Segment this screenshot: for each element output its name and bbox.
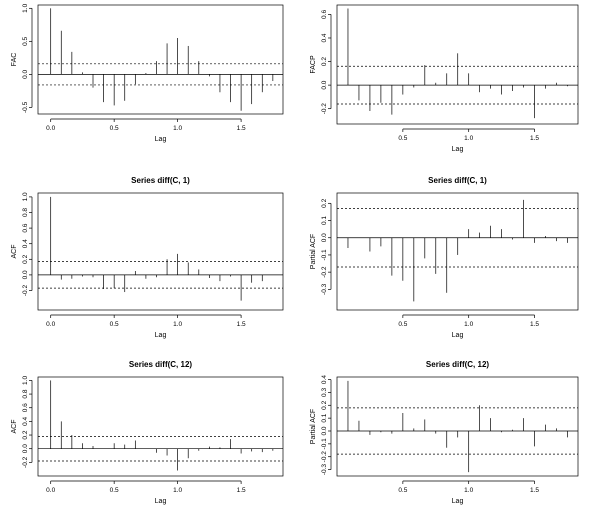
x-tick-label: 0.5: [110, 487, 119, 494]
x-tick-label: 0.0: [46, 487, 55, 494]
panel-1: -0.5 0.0 0.5 1.0 FAC 0.0 0.5 1.0 1.5 Lag: [11, 3, 284, 143]
x-tick-label: 1.0: [464, 321, 473, 328]
panel-3: Series diff(C, 1) -0.2 0.0 0.2 0.4 0.6 0.8 1.0 A…: [11, 176, 284, 339]
x-tick-label: 0.5: [398, 321, 407, 328]
y-tick-label: 0.8: [22, 389, 29, 398]
x-tick-label: 1.0: [173, 321, 182, 328]
chart-title: Series diff(C, 1): [131, 176, 190, 185]
x-tick-label: 0.5: [398, 487, 407, 494]
panel-6: Series diff(C, 12) -0.3-0.2-0.1 0.0 0.1 0.2 0…: [310, 360, 579, 505]
y-tick-label: -0.2: [22, 456, 29, 468]
x-tick-label: 1.0: [464, 487, 473, 494]
y-axis-label: FAC: [11, 53, 18, 67]
y-axis-label: ACF: [11, 245, 18, 259]
x-tick-label: 1.5: [237, 125, 246, 132]
plot-frame: [37, 192, 284, 311]
x-tick-label: 0.5: [110, 321, 119, 328]
y-tick-label: 0.6: [321, 10, 328, 19]
x-axis-label: Lag: [452, 498, 464, 505]
y-tick-label: 0.3: [321, 388, 328, 397]
y-axis-label: Partial ACF: [310, 234, 317, 269]
y-tick-label: 0.1: [321, 413, 328, 422]
plot-frame: [37, 4, 284, 115]
x-axis-label: Lag: [155, 136, 167, 143]
y-tick-label: -0.1: [321, 438, 328, 450]
panel-5: Series diff(C, 12) -0.2 0.0 0.2 0.4 0.6 0.8 1.0…: [11, 360, 284, 505]
plot-frame: [336, 192, 579, 311]
y-tick-label: -0.3: [321, 464, 328, 476]
y-tick-label: 1.0: [22, 192, 29, 201]
y-tick-label: -0.2: [321, 103, 328, 115]
x-tick-label: 0.0: [46, 321, 55, 328]
y-axis-label: FACP: [310, 55, 317, 74]
y-axis-label: ACF: [11, 420, 18, 434]
x-tick-label: 1.5: [237, 487, 246, 494]
y-tick-label: 0.8: [22, 208, 29, 217]
plot-frame: [336, 4, 579, 125]
y-tick-label: 0.6: [22, 223, 29, 232]
y-tick-label: 0.0: [321, 233, 328, 242]
y-tick-label: 0.2: [321, 57, 328, 66]
x-tick-label: 1.5: [530, 135, 539, 142]
y-tick-label: 0.4: [321, 375, 328, 384]
y-tick-label: 0.1: [321, 216, 328, 225]
y-tick-label: 1.0: [22, 376, 29, 385]
x-tick-label: 1.5: [237, 321, 246, 328]
y-tick-label: -0.5: [22, 101, 29, 113]
y-tick-label: 0.0: [22, 444, 29, 453]
y-tick-label: -0.2: [321, 266, 328, 278]
x-tick-label: 0.0: [46, 125, 55, 132]
x-tick-label: 1.5: [530, 487, 539, 494]
y-tick-label: 0.0: [321, 426, 328, 435]
plot-frame: [37, 376, 284, 477]
y-tick-label: 1.0: [22, 3, 29, 12]
y-tick-label: 0.0: [22, 270, 29, 279]
plot-frame: [336, 376, 579, 477]
y-tick-label: 0.4: [22, 239, 29, 248]
panel-2: -0.2 0.0 0.2 0.4 0.6 FACP 0.5 1.0 1.5 Lag: [310, 4, 579, 153]
y-axis-label: Partial ACF: [310, 409, 317, 444]
y-tick-label: -0.1: [321, 249, 328, 261]
y-tick-label: 0.4: [321, 33, 328, 42]
y-tick-label: -0.3: [321, 283, 328, 295]
y-tick-label: 0.2: [321, 400, 328, 409]
y-tick-label: 0.4: [22, 416, 29, 425]
y-tick-label: 0.2: [321, 198, 328, 207]
panel-4: Series diff(C, 1) -0.3 -0.2 -0.1 0.0 0.1 0.2 Pa…: [310, 176, 579, 339]
y-tick-label: 0.6: [22, 403, 29, 412]
x-axis-label: Lag: [452, 146, 464, 153]
x-axis-label: Lag: [155, 498, 167, 505]
x-axis-label: Lag: [452, 332, 464, 339]
x-tick-label: 1.5: [530, 321, 539, 328]
y-tick-label: -0.2: [22, 285, 29, 297]
x-tick-label: 1.0: [173, 487, 182, 494]
y-tick-label: 0.5: [22, 36, 29, 45]
x-tick-label: 1.0: [173, 125, 182, 132]
x-tick-label: 0.5: [110, 125, 119, 132]
x-tick-label: 0.5: [398, 135, 407, 142]
chart-title: Series diff(C, 12): [129, 360, 192, 369]
chart-title: Series diff(C, 12): [426, 360, 489, 369]
y-tick-label: 0.2: [22, 430, 29, 439]
chart-title: Series diff(C, 1): [428, 176, 487, 185]
x-axis-label: Lag: [155, 332, 167, 339]
x-tick-label: 1.0: [464, 135, 473, 142]
y-tick-label: 0.2: [22, 254, 29, 263]
y-tick-label: 0.0: [321, 80, 328, 89]
y-tick-label: -0.2: [321, 451, 328, 463]
y-tick-label: 0.0: [22, 69, 29, 78]
